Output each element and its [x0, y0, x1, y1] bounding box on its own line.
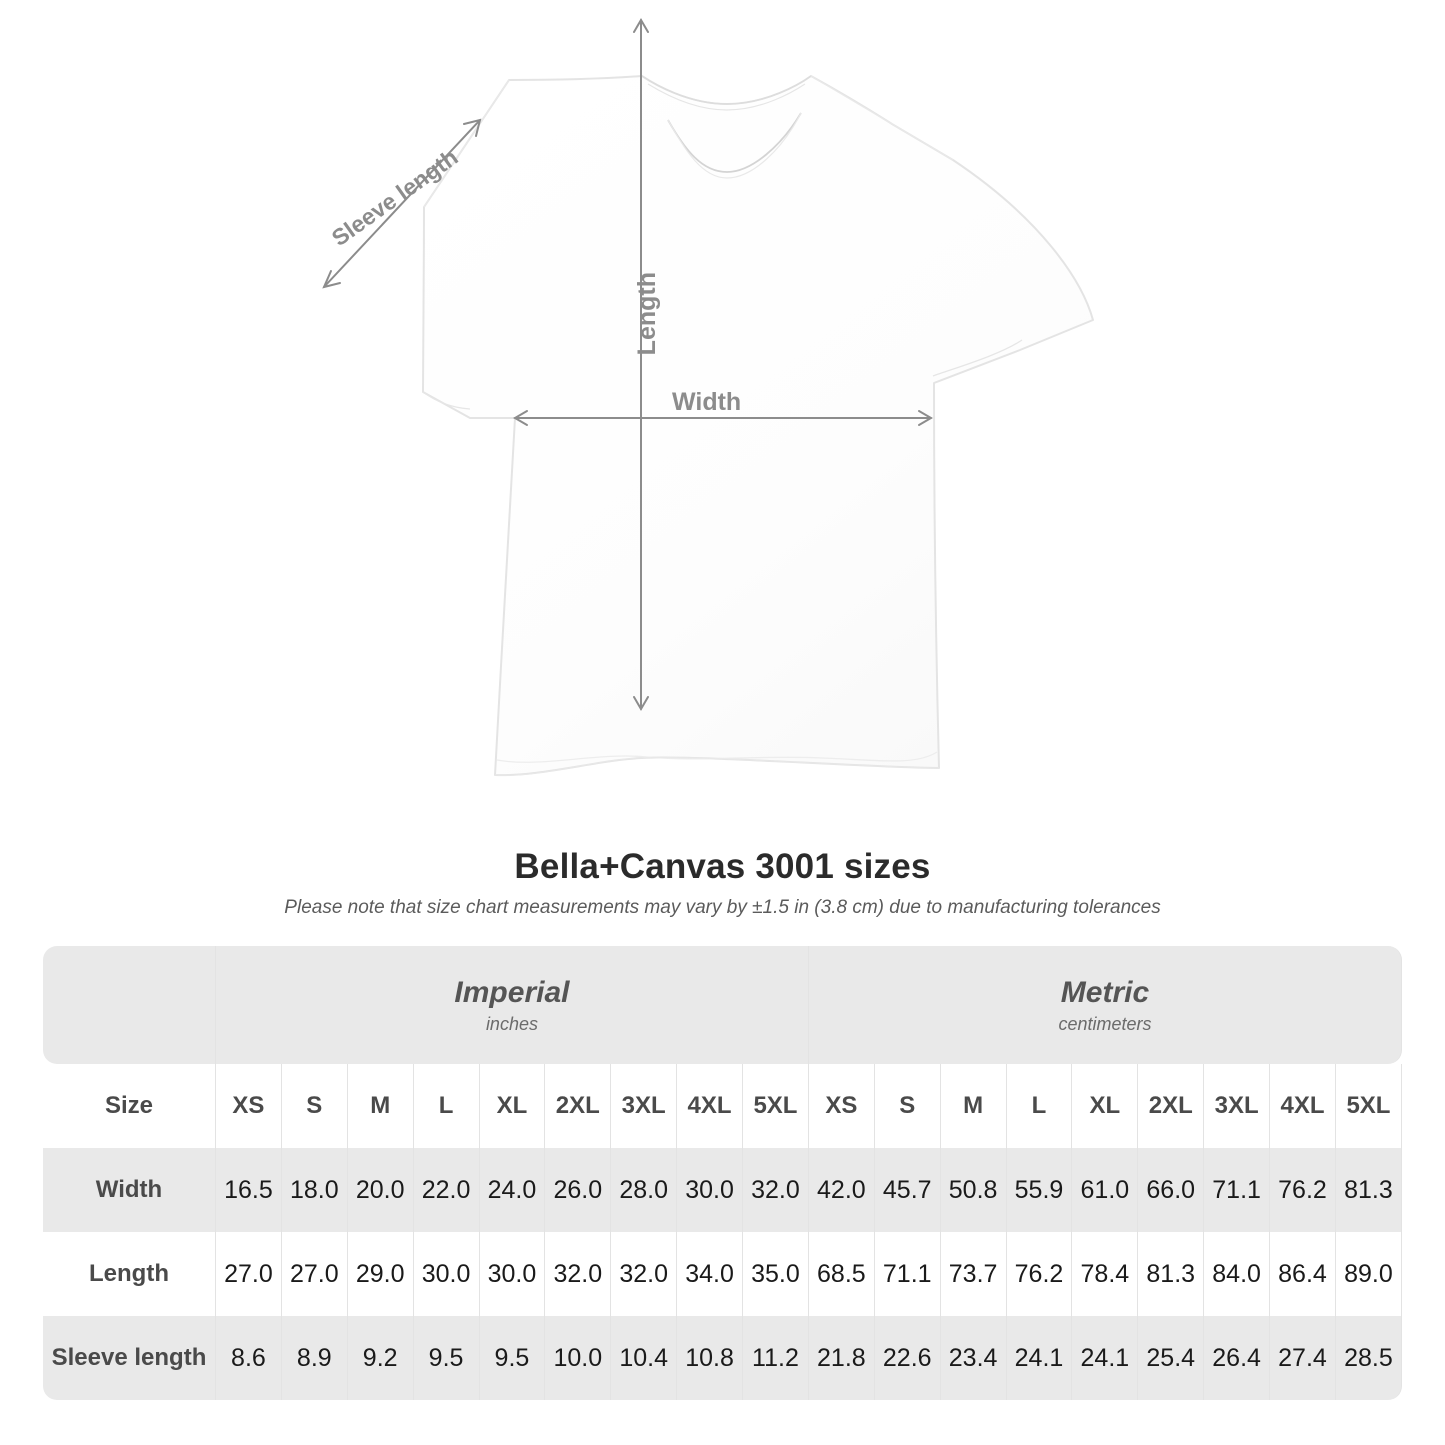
- svg-text:Width: Width: [672, 388, 741, 416]
- svg-text:Length: Length: [633, 272, 661, 355]
